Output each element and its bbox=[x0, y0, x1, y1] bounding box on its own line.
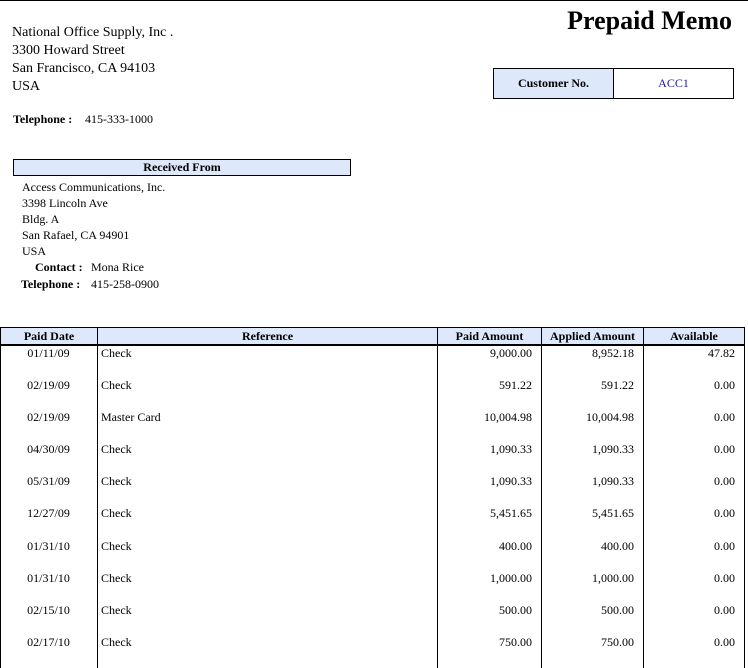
table-cell: Check bbox=[101, 571, 132, 585]
table-cell: 01/11/09 bbox=[27, 346, 70, 360]
customer-no-label: Customer No. bbox=[493, 68, 614, 99]
column-header: Paid Date bbox=[0, 327, 98, 345]
table-cell: 02/17/10 bbox=[27, 635, 70, 649]
contact: Mona Rice bbox=[91, 260, 144, 274]
table-cell: Check bbox=[101, 635, 132, 649]
table-cell: 04/30/09 bbox=[27, 442, 70, 456]
table-cell: Check bbox=[101, 346, 132, 360]
table-cell: 1,000.00 bbox=[490, 571, 532, 585]
column-rule bbox=[97, 327, 98, 668]
column-header: Available bbox=[643, 327, 745, 345]
table-cell: 9,000.00 bbox=[490, 346, 532, 360]
column-rule bbox=[643, 327, 644, 668]
title: Prepaid Memo bbox=[567, 6, 732, 35]
table-cell: 400.00 bbox=[601, 539, 634, 553]
table-cell: 0.00 bbox=[714, 635, 735, 649]
table-cell: 591.22 bbox=[601, 378, 634, 392]
telephone-label: Telephone : bbox=[13, 112, 73, 126]
table-cell: 02/15/10 bbox=[27, 603, 70, 617]
table-cell: 8,952.18 bbox=[592, 346, 634, 360]
received-from-title: Received From bbox=[13, 159, 351, 176]
telephone: 415-258-0900 bbox=[91, 277, 159, 291]
table-cell: 1,090.33 bbox=[592, 442, 634, 456]
table-cell: 1,000.00 bbox=[592, 571, 634, 585]
table-cell: 0.00 bbox=[714, 410, 735, 424]
table-cell: 0.00 bbox=[714, 378, 735, 392]
table-cell: 750.00 bbox=[601, 635, 634, 649]
table-cell: 12/27/09 bbox=[27, 506, 70, 520]
company-line: National Office Supply, Inc . bbox=[12, 25, 174, 40]
telephone: 415-333-1000 bbox=[85, 112, 153, 126]
table-cell: Check bbox=[101, 506, 132, 520]
column-header: Reference bbox=[97, 327, 438, 345]
table-cell: 0.00 bbox=[714, 571, 735, 585]
company-line: USA bbox=[12, 79, 41, 94]
address-line: 3398 Lincoln Ave bbox=[22, 196, 108, 210]
column-rule bbox=[437, 327, 438, 668]
column-header: Applied Amount bbox=[541, 327, 644, 345]
table-cell: 5,451.65 bbox=[490, 506, 532, 520]
company-line: San Francisco, CA 94103 bbox=[12, 61, 156, 76]
table-cell: 1,090.33 bbox=[490, 442, 532, 456]
address-line: Bldg. A bbox=[22, 212, 60, 226]
table-cell: Check bbox=[101, 603, 132, 617]
column-rule bbox=[541, 327, 542, 668]
table-cell: 10,004.98 bbox=[586, 410, 634, 424]
telephone-label: Telephone : bbox=[21, 277, 81, 291]
table-cell: 10,004.98 bbox=[484, 410, 532, 424]
table-cell: 02/19/09 bbox=[27, 378, 70, 392]
table-cell: 591.22 bbox=[499, 378, 532, 392]
table-cell: 01/31/10 bbox=[27, 571, 70, 585]
top-rule bbox=[0, 0, 748, 1]
contact-label: Contact : bbox=[35, 260, 83, 274]
table-cell: 1,090.33 bbox=[490, 474, 532, 488]
company-line: 3300 Howard Street bbox=[12, 43, 125, 58]
table-cell: 400.00 bbox=[499, 539, 532, 553]
table-cell: Check bbox=[101, 474, 132, 488]
table-cell: 02/19/09 bbox=[27, 410, 70, 424]
table-cell: 0.00 bbox=[714, 603, 735, 617]
table-cell: 05/31/09 bbox=[27, 474, 70, 488]
table-cell: 1,090.33 bbox=[592, 474, 634, 488]
address-line: USA bbox=[22, 244, 47, 258]
table-cell: 01/31/10 bbox=[27, 539, 70, 553]
table-cell: 0.00 bbox=[714, 442, 735, 456]
address-line: Access Communications, Inc. bbox=[22, 180, 166, 194]
column-rule bbox=[0, 327, 1, 668]
column-rule bbox=[744, 327, 745, 668]
table-cell: Master Card bbox=[101, 410, 161, 424]
table-cell: 0.00 bbox=[714, 539, 735, 553]
table-cell: 500.00 bbox=[601, 603, 634, 617]
table-cell: 47.82 bbox=[708, 346, 735, 360]
table-cell: Check bbox=[101, 378, 132, 392]
customer-no: ACC1 bbox=[613, 68, 734, 99]
column-header: Paid Amount bbox=[437, 327, 542, 345]
table-cell: 750.00 bbox=[499, 635, 532, 649]
header-rule bbox=[0, 344, 745, 346]
table-cell: Check bbox=[101, 539, 132, 553]
table-cell: Check bbox=[101, 442, 132, 456]
table-cell: 0.00 bbox=[714, 506, 735, 520]
table-cell: 500.00 bbox=[499, 603, 532, 617]
address-line: San Rafael, CA 94901 bbox=[22, 228, 130, 242]
table-cell: 0.00 bbox=[714, 474, 735, 488]
table-cell: 5,451.65 bbox=[592, 506, 634, 520]
